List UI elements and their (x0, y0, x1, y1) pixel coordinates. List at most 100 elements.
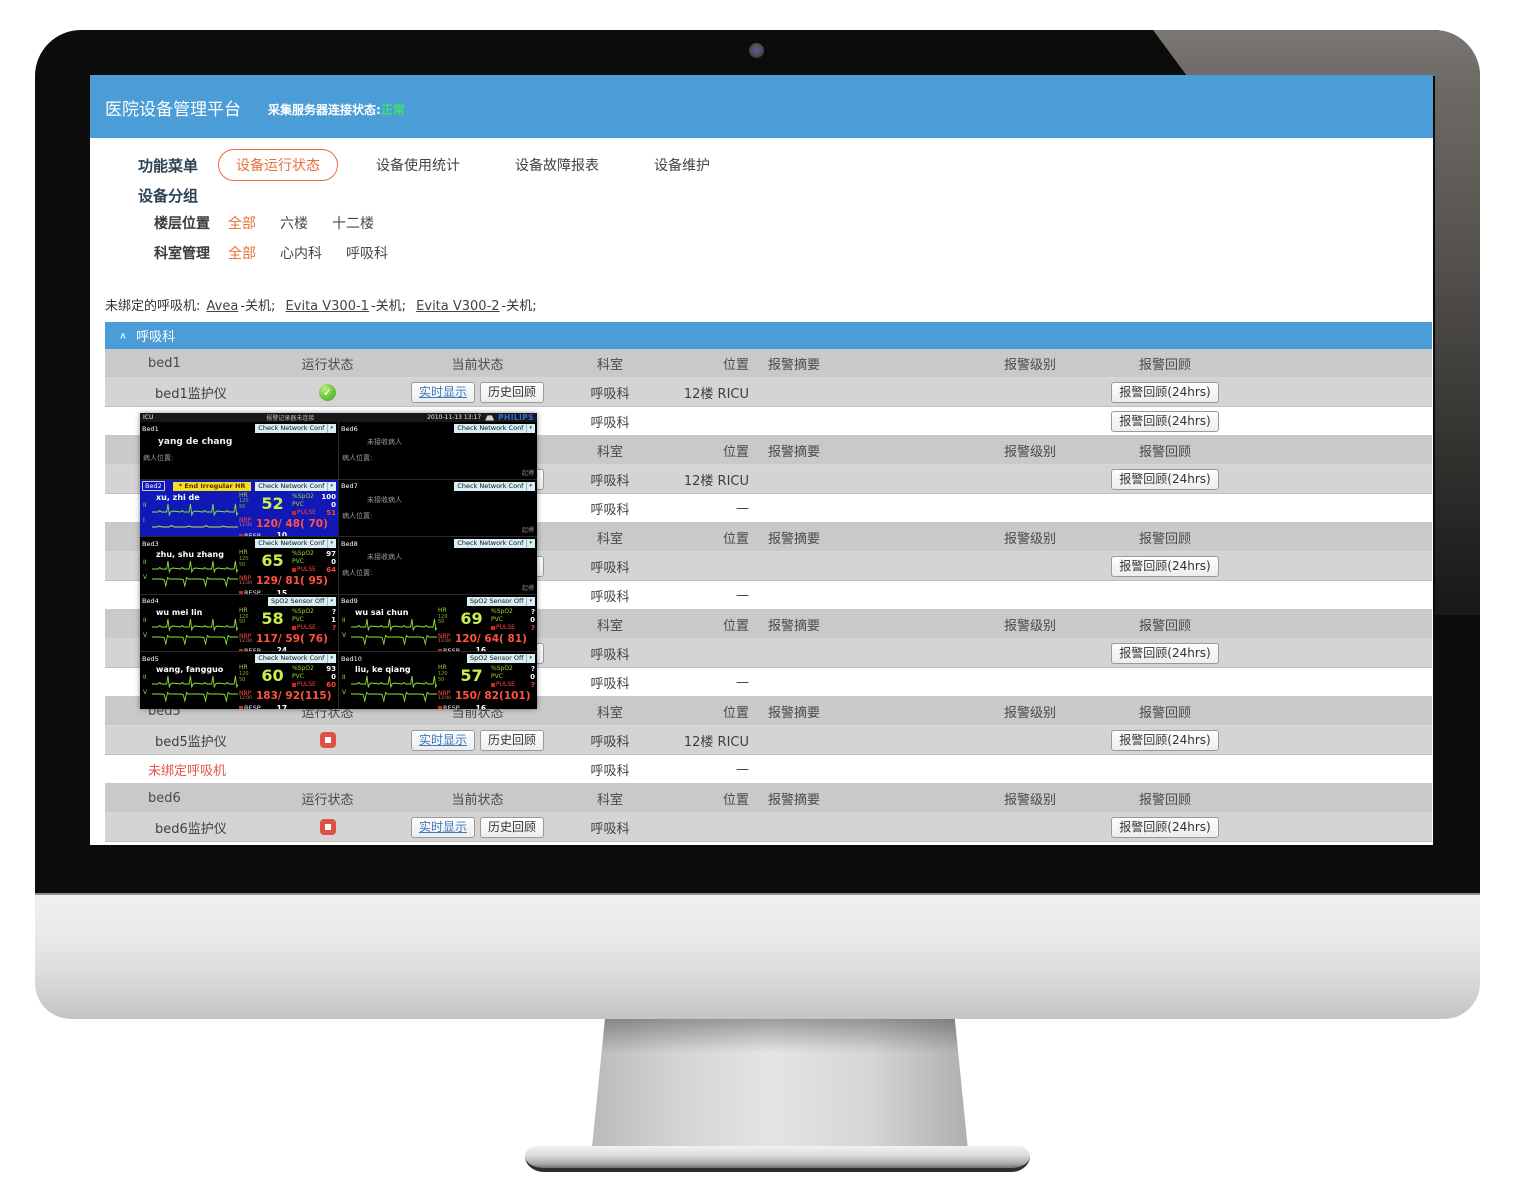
history-review-button[interactable]: 历史回顾 (480, 381, 545, 403)
unbound-link-evita2[interactable]: Evita V300-2 (416, 299, 500, 314)
filter-option-floor-12[interactable]: 十二楼 (332, 216, 374, 232)
bed-panel-header: Bed9 SpO2 Sensor Off ▾ (339, 595, 537, 607)
filter-row-dept: 科室管理 全部 心内科 呼吸科 (154, 243, 412, 263)
alarm-review-button[interactable]: 报警回顾(24hrs) (1111, 381, 1219, 403)
server-status-label: 采集服务器连接状态: (268, 103, 381, 117)
nbp-label: NBP 13:00 (239, 690, 252, 702)
alarm-silence-icon (485, 415, 495, 421)
alarm-review-button[interactable]: 报警回顾(24hrs) (1111, 468, 1219, 490)
col-header-alarm-summary: 报警摘要 (768, 705, 821, 721)
resp-label: RESP (438, 647, 460, 652)
bed-panel-header: Bed3 Check Network Conf ▾ (140, 537, 338, 549)
bed-panel-header: Bed10 SpO2 Sensor Off ▾ (339, 652, 537, 664)
filter-option-floor-all[interactable]: 全部 (228, 216, 256, 232)
device-grouping-title: 设备分组 (138, 187, 199, 205)
monitor-bed-panel[interactable]: Bed2 * End Irregular HR Check Network Conf… (140, 479, 338, 537)
alarm-review-cell: 报警回顾(24hrs) (1100, 381, 1230, 403)
monitor-bed-panel[interactable]: Bed4 SpO2 Sensor Off ▾ wu mei lin II V HR 120 50… (140, 594, 338, 652)
dept-cell: 呼吸科 (590, 415, 630, 431)
lead-label: V (342, 631, 347, 639)
chevron-down-icon: ▾ (327, 596, 333, 606)
bed-panel-dropdown[interactable]: SpO2 Sensor Off ▾ (267, 596, 336, 606)
alarm-review-button[interactable]: 报警回顾(24hrs) (1111, 729, 1219, 751)
bed-panel-header: Bed5 Check Network Conf ▾ (140, 652, 338, 664)
bed-panel-dropdown[interactable]: Check Network Conf ▾ (454, 481, 535, 491)
alarm-review-button[interactable]: 报警回顾(24hrs) (1111, 642, 1219, 664)
col-header-alarm-level: 报警级别 (1003, 705, 1056, 721)
bed-panel-body: wang, fangguo II V HR 120 50 60 %SpO2 93 PVC 0 PULS… (140, 664, 338, 709)
live-view-button[interactable]: 实时显示 (410, 816, 475, 838)
chevron-down-icon: ▾ (526, 424, 532, 433)
monitor-unit-label: ICU (143, 414, 154, 421)
history-review-button[interactable]: 历史回顾 (480, 816, 545, 838)
hr-label: HR 120 50 (239, 664, 249, 684)
section-header-respiratory[interactable]: ∧ 呼吸科 (105, 322, 1432, 349)
bed-panel-dropdown[interactable]: Check Network Conf ▾ (255, 539, 336, 549)
col-header-current-state: 当前状态 (451, 357, 504, 373)
monitor-bed-panel[interactable]: Bed3 Check Network Conf ▾ zhu, shu zhang II V… (140, 537, 338, 594)
bed-panel-header: Bed8 Check Network Conf ▾ (339, 537, 537, 549)
monitor-bed-panel[interactable]: Bed5 Check Network Conf ▾ wang, fangguo II V H… (140, 652, 338, 709)
lead-label: II (143, 616, 147, 624)
monitor-topbar: ICU 报警记录器未连接 2010-11-13 13:17 PHILIPS (140, 413, 537, 422)
alarm-review-button[interactable]: 报警回顾(24hrs) (1111, 410, 1219, 432)
tab-device-run-status[interactable]: 设备运行状态 (218, 149, 339, 181)
alarm-review-button[interactable]: 报警回顾(24hrs) (1111, 555, 1219, 577)
spo2-value: 97 (326, 550, 336, 559)
hr-value: 58 (261, 608, 284, 628)
no-patient-label: 未接收病人 (367, 438, 402, 446)
live-view-button[interactable]: 实时显示 (410, 729, 475, 751)
patient-name: yang de chang (158, 437, 233, 447)
bed-panel-header: Bed1 Check Network Conf ▾ (140, 422, 338, 434)
history-review-button[interactable]: 历史回顾 (480, 729, 545, 751)
col-header-location: 位置 (722, 705, 749, 721)
bed-panel-header: Bed6 Check Network Conf ▾ (339, 422, 537, 434)
filter-option-dept-all[interactable]: 全部 (228, 246, 256, 262)
unbound-link-avea[interactable]: Avea (206, 299, 239, 314)
tab-device-maintenance[interactable]: 设备维护 (654, 158, 711, 174)
filter-option-dept-cardiology[interactable]: 心内科 (280, 246, 322, 262)
dept-cell: 呼吸科 (590, 560, 630, 576)
pulse-label: PULSE (292, 681, 316, 689)
bed-panel-dropdown[interactable]: Check Network Conf ▾ (454, 424, 535, 433)
bed-panel-dropdown[interactable]: Check Network Conf ▾ (255, 481, 336, 491)
live-view-button[interactable]: 实时显示 (410, 381, 475, 403)
filter-option-floor-6[interactable]: 六楼 (280, 216, 308, 232)
dept-cell: 呼吸科 (590, 502, 630, 518)
spo2-value: ? (331, 607, 336, 616)
bed-panel-dropdown[interactable]: Check Network Conf ▾ (454, 539, 535, 549)
monitor-bed-panel[interactable]: Bed7 Check Network Conf ▾ 未接收病人 病人位置: 起搏 (339, 479, 537, 537)
col-header-current-state: 当前状态 (451, 792, 504, 808)
tab-device-usage-stats[interactable]: 设备使用统计 (376, 158, 461, 174)
tab-device-fault-report[interactable]: 设备故障报表 (515, 158, 600, 174)
bed-id-label: Bed5 (142, 654, 159, 663)
col-header-dept: 科室 (596, 705, 623, 721)
alarm-review-cell: 报警回顾(24hrs) (1100, 410, 1230, 432)
col-header-dept: 科室 (596, 531, 623, 547)
monitor-bed-panel[interactable]: Bed9 SpO2 Sensor Off ▾ wu sai chun II V HR 120 5… (339, 594, 537, 652)
filter-row-floor: 楼层位置 全部 六楼 十二楼 (154, 213, 398, 233)
bed-panel-dropdown[interactable]: Check Network Conf ▾ (255, 654, 336, 664)
unbound-link-evita1[interactable]: Evita V300-1 (285, 299, 369, 314)
bed-panel-dropdown[interactable]: SpO2 Sensor Off ▾ (466, 596, 535, 606)
spo2-label: %SpO2 (292, 492, 314, 500)
bed-panel-dropdown[interactable]: Check Network Conf ▾ (255, 424, 336, 433)
pacing-label: 起搏 (521, 469, 534, 477)
lead-label: II (143, 559, 147, 567)
hr-label: HR 120 50 (438, 664, 448, 684)
bed-panel-dropdown[interactable]: SpO2 Sensor Off ▾ (466, 654, 535, 664)
waveform-area: xu, zhi de II I (142, 492, 239, 537)
pulse-value: 51 (326, 508, 336, 517)
monitor-bed-panel[interactable]: Bed1 Check Network Conf ▾ yang de chang 病人位置… (140, 422, 338, 479)
monitor-bed-panel[interactable]: Bed8 Check Network Conf ▾ 未接收病人 病人位置: 起搏 (339, 537, 537, 594)
chevron-down-icon: ▾ (526, 654, 532, 664)
state-buttons-cell: 实时显示历史回顾 (400, 381, 555, 403)
chevron-down-icon: ▾ (327, 424, 333, 433)
monitor-bed-panel[interactable]: Bed6 Check Network Conf ▾ 未接收病人 病人位置: 起搏 (339, 422, 537, 479)
monitor-bed-panel[interactable]: Bed10 SpO2 Sensor Off ▾ liu, ke qiang II V HR 1… (339, 652, 537, 709)
filter-option-dept-respiratory[interactable]: 呼吸科 (346, 246, 388, 262)
alarm-review-button[interactable]: 报警回顾(24hrs) (1111, 816, 1219, 838)
col-header-alarm-level: 报警级别 (1003, 618, 1056, 634)
alarm-off-icon (491, 625, 495, 630)
